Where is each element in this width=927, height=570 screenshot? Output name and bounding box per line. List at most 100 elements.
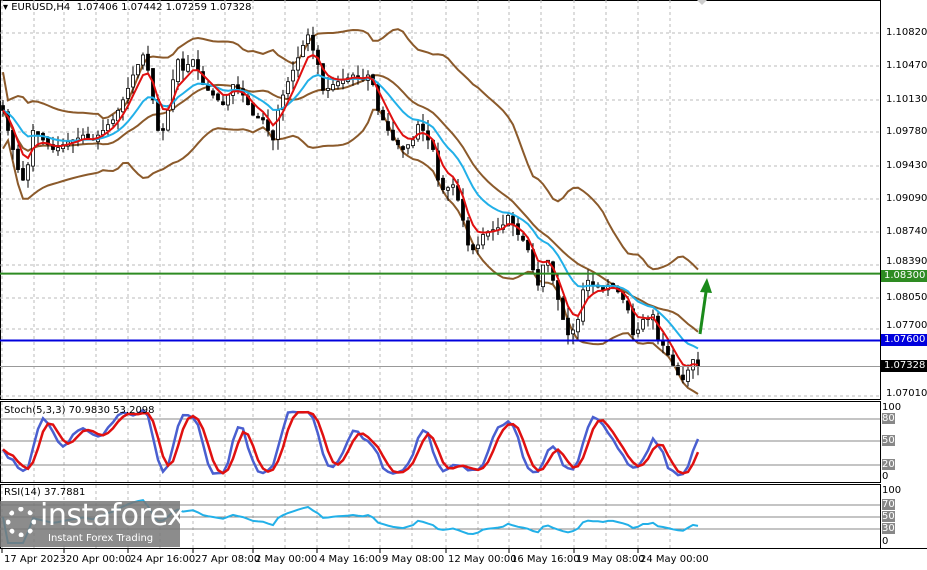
candle-body	[566, 317, 570, 336]
candle-body	[86, 133, 90, 139]
candle-body	[406, 144, 410, 149]
candle-body	[131, 74, 135, 88]
candle-body	[291, 69, 295, 82]
current-price-tag: 1.07328	[881, 360, 927, 372]
candle-body	[326, 87, 330, 91]
dropdown-triangle-icon[interactable]: ▾	[3, 2, 12, 13]
candle-body	[206, 85, 210, 91]
time-axis-label: 24 May 00:00	[640, 554, 709, 565]
candle-body	[126, 87, 130, 99]
price-axis-label: 1.10470	[886, 60, 927, 71]
time-axis-label: 27 Apr 08:00	[195, 554, 261, 565]
rsi-level-label: 50	[882, 511, 895, 522]
price-axis-label: 1.09090	[886, 193, 927, 204]
rsi-title: RSI(14) 37.7881	[4, 487, 86, 498]
time-axis-label: 17 Apr 2023	[4, 554, 66, 565]
candle-body	[271, 130, 275, 141]
candle-body	[26, 164, 30, 181]
time-axis-label: 20 Apr 00:00	[66, 554, 132, 565]
candle-body	[571, 329, 575, 335]
slow-ma-line	[2, 73, 699, 350]
candle-body	[211, 90, 215, 96]
price-axis-label: 1.09780	[886, 126, 927, 137]
candle-body	[446, 187, 450, 191]
price-axis-label: 1.07010	[886, 388, 927, 399]
candle-body	[626, 300, 630, 311]
price-axis-label: 1.09430	[886, 160, 927, 171]
candle-body	[256, 115, 260, 119]
candle-body	[411, 139, 415, 146]
candle-body	[591, 281, 595, 286]
symbol-label: EURUSD,H4	[11, 2, 71, 13]
price-axis-label: 1.10130	[886, 94, 927, 105]
candle-body	[286, 81, 290, 95]
candle-body	[296, 57, 300, 71]
rsi-level-label: 30	[882, 523, 895, 534]
candle-body	[476, 244, 480, 249]
bollinger-lower-line	[2, 108, 699, 395]
candle-body	[276, 109, 280, 140]
candle-body	[381, 109, 385, 121]
candle-body	[331, 84, 335, 91]
candle-body	[686, 369, 690, 382]
candle-body	[666, 346, 670, 356]
candle-body	[466, 220, 470, 246]
rsi-level-label: 0	[882, 536, 889, 547]
candle-body	[141, 54, 145, 66]
candle-body	[401, 146, 405, 150]
candle-body	[266, 119, 270, 131]
candle-body	[196, 59, 200, 71]
candle-body	[226, 94, 230, 106]
candle-body	[391, 129, 395, 141]
candle-body	[636, 329, 640, 334]
rsi-level-label: 100	[882, 485, 902, 496]
time-axis-label: 2 May 00:00	[255, 554, 318, 565]
time-axis-label: 24 Apr 16:00	[130, 554, 196, 565]
candle-body	[216, 93, 220, 101]
candle-body	[481, 234, 485, 246]
candle-body	[526, 239, 530, 251]
price-axis-label: 1.08050	[886, 292, 927, 303]
candle-body	[576, 319, 580, 333]
time-axis-label: 4 May 16:00	[319, 554, 382, 565]
candle-body	[441, 177, 445, 191]
chart-header: ▾ EURUSD,H4 1.07406 1.07442 1.07259 1.07…	[3, 2, 252, 13]
candle-body	[561, 297, 565, 320]
time-axis-label: 9 May 08:00	[382, 554, 445, 565]
price-axis-label: 1.10820	[886, 27, 927, 38]
candle-body	[56, 147, 60, 152]
candle-body	[611, 283, 615, 286]
candle-body	[521, 235, 525, 241]
candle-body	[656, 315, 660, 340]
candle-body	[676, 365, 680, 376]
candle-body	[301, 45, 305, 57]
time-axis-label: 12 May 00:00	[448, 554, 517, 565]
candle-body	[681, 374, 685, 381]
stoch-panel-frame	[0, 401, 881, 483]
stoch-level-label: 20	[882, 459, 895, 470]
candle-body	[191, 59, 195, 67]
candle-body	[396, 139, 400, 146]
stoch-title: Stoch(5,3,3) 70.9830 53.2098	[4, 405, 155, 416]
candle-body	[641, 319, 645, 330]
candle-body	[181, 58, 185, 71]
candle-body	[386, 121, 390, 131]
candle-body	[16, 148, 20, 170]
candle-body	[541, 264, 545, 288]
candle-body	[146, 53, 150, 71]
candle-body	[311, 34, 315, 51]
candle-body	[111, 119, 115, 124]
support-price-tag: 1.07600	[881, 334, 927, 346]
bollinger-middle-line	[2, 74, 699, 333]
stoch-level-label: 100	[882, 402, 902, 413]
stoch-level-label: 80	[882, 413, 895, 424]
candle-body	[1, 105, 5, 111]
candle-body	[306, 34, 310, 45]
candle-body	[136, 64, 140, 76]
candle-body	[166, 109, 170, 131]
logo-tagline: Instant Forex Trading	[48, 533, 154, 544]
candle-body	[471, 244, 475, 251]
up-arrow-shaft	[698, 291, 708, 335]
fast-ma-line	[2, 53, 699, 368]
